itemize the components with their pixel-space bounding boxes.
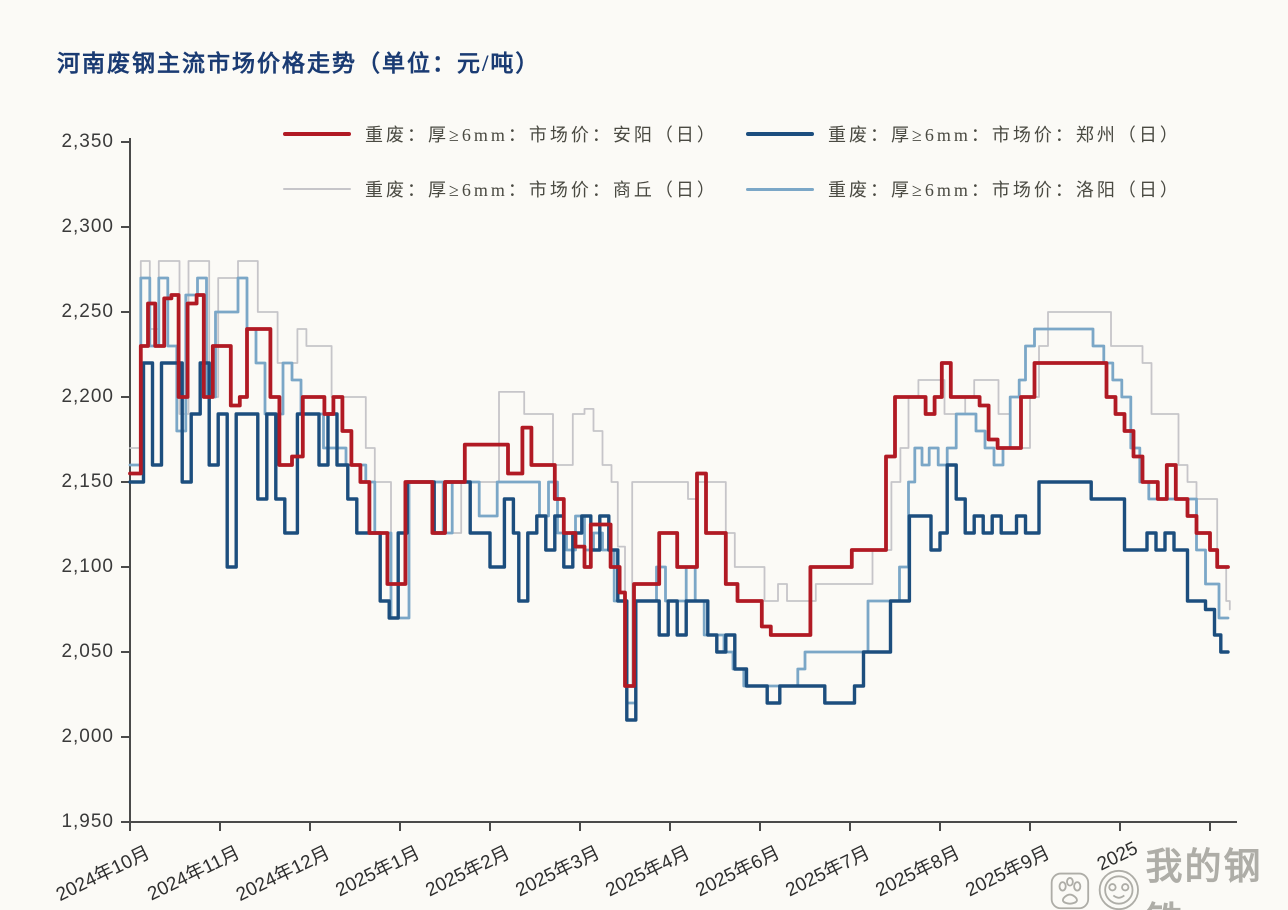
legend-line-swatch-luoyang — [746, 187, 814, 191]
y-tick-label: 1,950 — [61, 811, 114, 832]
chart-title: 河南废钢主流市场价格走势（单位：元/吨） — [57, 51, 541, 76]
y-tick-label: 2,350 — [61, 131, 114, 152]
y-tick-label: 2,300 — [61, 216, 114, 237]
y-tick-label: 2,000 — [61, 726, 114, 747]
series-luoyang-line — [128, 276, 1230, 705]
y-tick-label: 2,150 — [61, 471, 114, 492]
legend-label-anyang: 重废：厚≥6mm：市场价：安阳（日） — [365, 125, 718, 145]
legend-line-swatch-anyang — [283, 132, 351, 136]
y-tick-label: 2,100 — [61, 556, 114, 577]
y-tick-label: 2,200 — [61, 386, 114, 407]
legend-label-zhengzhou: 重废：厚≥6mm：市场价：郑州（日） — [828, 125, 1181, 145]
legend-item-shangqiu: 重废：厚≥6mm：市场价：商丘（日） — [283, 177, 718, 201]
legend-line-swatch-zhengzhou — [746, 132, 814, 136]
legend-item-anyang: 重废：厚≥6mm：市场价：安阳（日） — [283, 122, 718, 146]
legend-line-swatch-shangqiu — [283, 188, 351, 190]
legend-label-shangqiu: 重废：厚≥6mm：市场价：商丘（日） — [365, 180, 718, 200]
series-shangqiu-line — [129, 260, 1231, 687]
y-tick-label: 2,250 — [61, 301, 114, 322]
legend-item-luoyang: 重废：厚≥6mm：市场价：洛阳（日） — [746, 177, 1181, 201]
legend-label-luoyang: 重废：厚≥6mm：市场价：洛阳（日） — [828, 180, 1181, 200]
legend-item-zhengzhou: 重废：厚≥6mm：市场价：郑州（日） — [746, 122, 1181, 146]
series-anyang-line — [128, 293, 1230, 688]
y-tick-label: 2,050 — [61, 641, 114, 662]
